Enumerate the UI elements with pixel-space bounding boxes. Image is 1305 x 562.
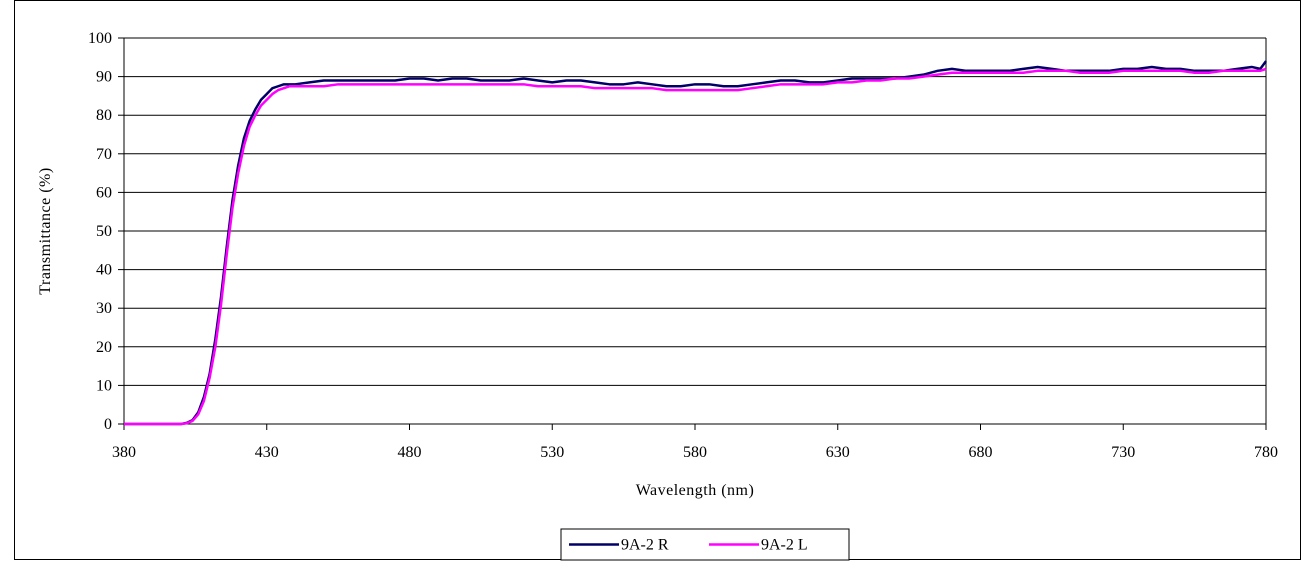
legend-entry-label: 9A-2 L [761,537,808,554]
x-tick-labels: 380 430 480 530 580 630 680 730 780 [112,444,1278,461]
y-tick-label: 70 [96,146,112,163]
y-tick-label: 0 [104,416,112,433]
x-tick-label: 730 [1111,444,1135,461]
x-tick-label: 380 [112,444,136,461]
y-tick-label: 80 [96,107,112,124]
series-line-9a-2-l [124,67,1267,426]
x-tick-label: 630 [826,444,850,461]
chart-frame [14,0,1301,560]
x-tick-label: 580 [683,444,707,461]
x-tick-label: 780 [1254,444,1278,461]
y-tick-label: 10 [96,377,112,394]
x-axis-title: Wavelength (nm) [636,482,755,499]
legend: 9A-2 R 9A-2 L [560,528,850,561]
x-tick-label: 430 [255,444,279,461]
y-axis-title: Transmittance (%) [37,167,54,294]
y-tick-labels: 0 10 20 30 40 50 60 70 80 90 100 [88,30,112,433]
gridlines [124,37,1266,386]
axes [118,37,1267,430]
y-tick-label: 100 [88,30,112,47]
x-tick-label: 680 [969,444,993,461]
y-tick-label: 50 [96,223,112,240]
y-tick-label: 30 [96,300,112,317]
x-tick-label: 530 [540,444,564,461]
y-tick-label: 40 [96,262,112,279]
legend-entry-label: 9A-2 R [621,537,669,554]
y-tick-label: 60 [96,184,112,201]
y-tick-label: 90 [96,69,112,86]
x-tick-label: 480 [398,444,422,461]
y-tick-label: 20 [96,339,112,356]
series-lines [124,60,1268,426]
